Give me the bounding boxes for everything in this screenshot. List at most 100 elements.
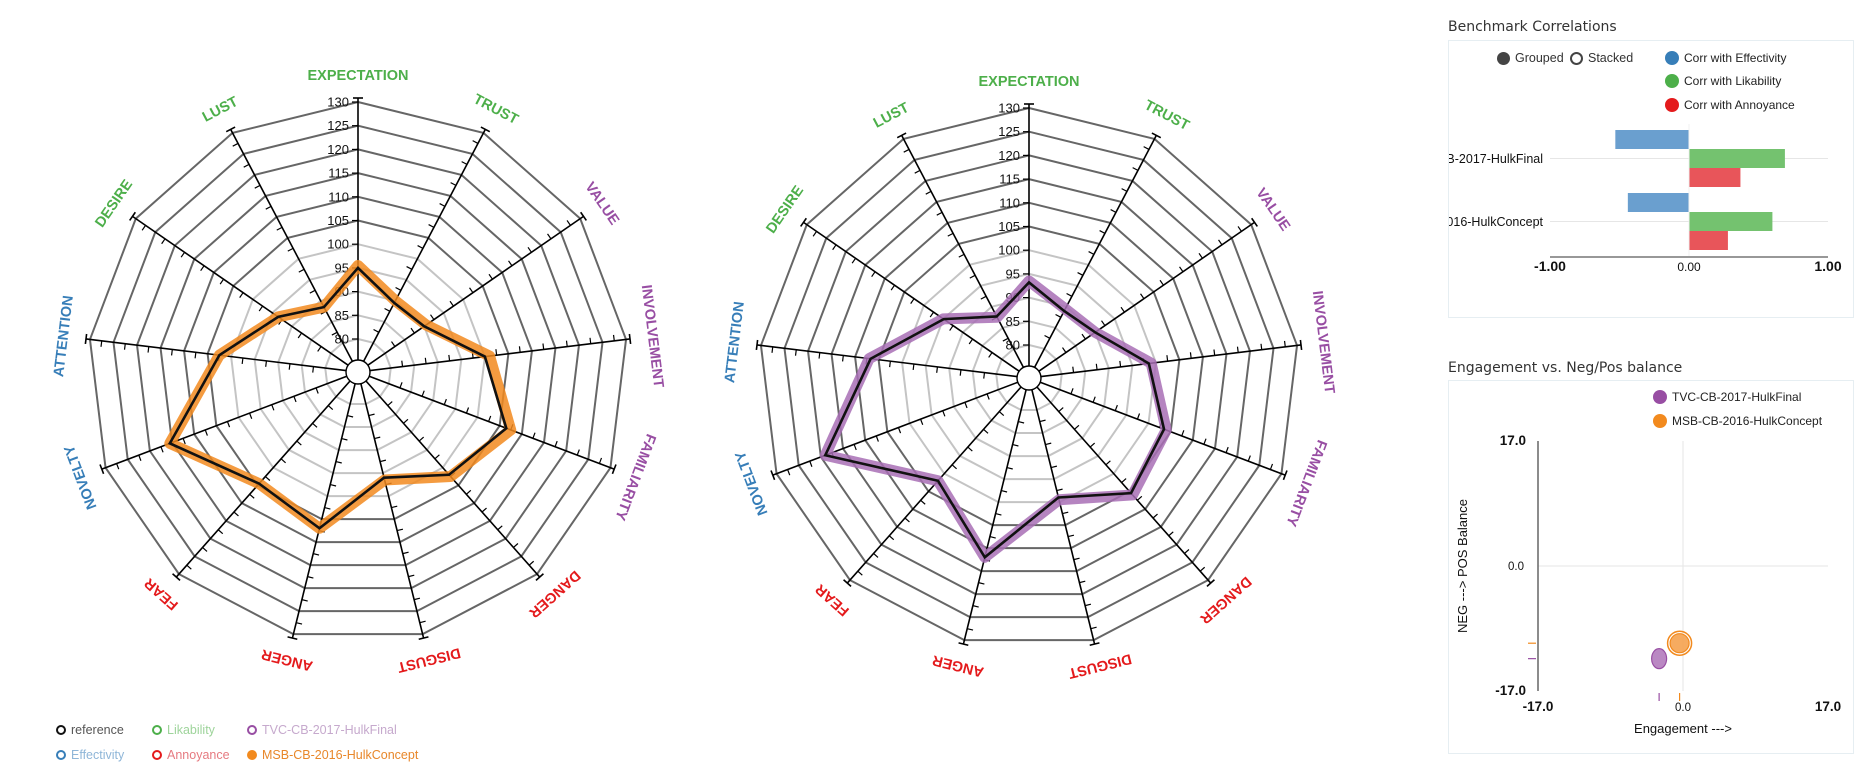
radar-axis-tick — [417, 245, 424, 249]
radar-axis-tick — [1120, 306, 1125, 313]
radar-axis — [772, 381, 1019, 476]
radar-axis-tick — [988, 352, 993, 358]
radar-axis-tick — [936, 211, 943, 216]
radar-axis-tick — [1247, 455, 1251, 462]
legend-dot-icon — [1665, 74, 1679, 88]
radar-axis-tick — [465, 489, 472, 495]
radar-axis-tick — [853, 444, 857, 451]
legend-label: Annoyance — [167, 748, 230, 762]
legend-corr-likability[interactable]: Corr with Likability — [1665, 74, 1781, 88]
y-tick-label: 17.0 — [1500, 433, 1526, 448]
radar-axis-tick — [421, 390, 425, 397]
radar-axis-tick — [424, 357, 427, 364]
radar-axis — [1031, 389, 1096, 645]
legend-scatter-tvc[interactable]: TVC-CB-2017-HulkFinal — [1653, 390, 1801, 404]
radar-axis-tick — [1089, 442, 1096, 448]
radar-axis-tick — [298, 268, 305, 273]
radar-ring — [995, 343, 1063, 412]
x-tick-label: -1.00 — [1534, 258, 1566, 274]
radar-axis-tick — [312, 366, 315, 373]
radar-axis-tick — [1168, 531, 1174, 537]
radar-axis-tick — [1001, 489, 1008, 493]
radar-axis — [1033, 135, 1158, 368]
radar-axis-tick — [1136, 413, 1141, 420]
radar-axis-cap — [172, 573, 181, 582]
radar-axis-cap — [611, 464, 617, 475]
radar-axis-tick — [983, 428, 989, 434]
legend-corr-annoyance[interactable]: Corr with Annoyance — [1665, 98, 1795, 112]
benchmark-bar-chart: TVC-CB-2017-HulkFinal MSB-CB-2016-HulkCon… — [1387, 124, 1842, 274]
legend-label: TVC-CB-2017-HulkFinal — [1672, 390, 1802, 404]
radar-axis-tick — [1140, 293, 1145, 300]
radar-axis — [962, 389, 1027, 645]
legend-label: Corr with Annoyance — [1684, 98, 1795, 112]
radar-ring — [300, 314, 416, 429]
legend-scatter-msb[interactable]: MSB-CB-2016-HulkConcept — [1653, 414, 1822, 428]
radar-axis-tick — [465, 407, 470, 414]
bar-corr-with-likability — [1689, 212, 1773, 231]
radar-axis-tick — [461, 161, 468, 165]
radar-axis-tick — [947, 232, 954, 237]
radar-axis-tick — [920, 499, 926, 505]
radar-axis-tick — [204, 429, 208, 436]
radar-axis — [756, 344, 1018, 378]
radio-grouped[interactable]: Grouped — [1497, 51, 1564, 65]
radar-axis-tick — [809, 460, 813, 467]
radar-axis-tick — [1062, 347, 1067, 353]
radar-axis-tick — [1074, 424, 1080, 430]
radar-axis-tick — [241, 357, 244, 365]
radar-axis-tick — [794, 349, 797, 356]
radar-axis — [362, 129, 487, 362]
radar-ring — [759, 106, 1299, 642]
legend-item-annoyance[interactable]: Annoyance — [152, 748, 230, 762]
legend-item-reference[interactable]: reference — [56, 723, 124, 737]
y-tick-label: -17.0 — [1495, 683, 1526, 698]
legend-item-likability[interactable]: Likability — [152, 723, 215, 737]
radar-axis — [291, 383, 356, 639]
radar-series-line — [823, 280, 1166, 560]
radar-axis-label-disgust: DISGUST — [1067, 650, 1134, 681]
radar-ring — [159, 172, 557, 567]
radar-ring — [206, 219, 510, 521]
radar-axis-tick — [312, 422, 318, 428]
radar-axis-cap — [129, 211, 137, 221]
radar-axis-tick — [547, 233, 552, 240]
radar-axis-tick — [488, 273, 493, 280]
legend-circle-icon — [152, 750, 162, 760]
radar-axis-tick — [1236, 346, 1239, 353]
category-label: TVC-CB-2017-HulkFinal — [1408, 152, 1543, 166]
legend-item-msb[interactable]: MSB-CB-2016-HulkConcept — [247, 748, 418, 762]
legend-item-tvc[interactable]: TVC-CB-2017-HulkFinal — [247, 723, 397, 737]
radio-stacked[interactable]: Stacked — [1570, 51, 1633, 65]
radar-axis-label-novelty: NOVELTY — [733, 448, 772, 517]
radar-axis-cap — [1250, 217, 1258, 227]
radar-axis-tick — [936, 366, 939, 373]
radar-axis-cap — [843, 579, 852, 588]
radar-axis-tick — [327, 405, 334, 410]
radar-axis-tick — [1121, 188, 1128, 192]
radar-axis-cap — [225, 126, 236, 133]
legend-item-effectivity[interactable]: Effectivity — [56, 748, 124, 762]
radar-axis-tick — [1055, 313, 1062, 318]
radar-axis-tick — [528, 560, 535, 566]
radar-axis-tick — [317, 346, 322, 352]
legend-label: Effectivity — [71, 748, 125, 762]
legend-circle-icon — [247, 725, 257, 735]
radar-axis-tick — [1058, 407, 1064, 413]
radar-axis — [360, 383, 425, 639]
radar-axis — [1036, 386, 1212, 584]
radar-axis-tick — [1070, 388, 1074, 395]
radar-axis — [367, 215, 584, 366]
y-tick-label: 0.0 — [1508, 561, 1524, 573]
legend-corr-effectivity[interactable]: Corr with Effectivity — [1665, 51, 1786, 65]
radar-axis-tick — [138, 454, 142, 461]
radar-axis-tick — [513, 543, 519, 548]
radar-axis-cap — [1282, 470, 1288, 481]
radar-axis-tick — [116, 463, 120, 470]
radar-axis-tick — [239, 292, 244, 298]
radar-axis-tick — [1203, 438, 1207, 445]
category-label: MSB-CB-2016-HulkConcept — [1387, 215, 1544, 229]
radar-axis-tick — [399, 382, 403, 389]
radar-axis-tick — [787, 469, 791, 476]
radar-axis-tick — [1119, 360, 1122, 367]
